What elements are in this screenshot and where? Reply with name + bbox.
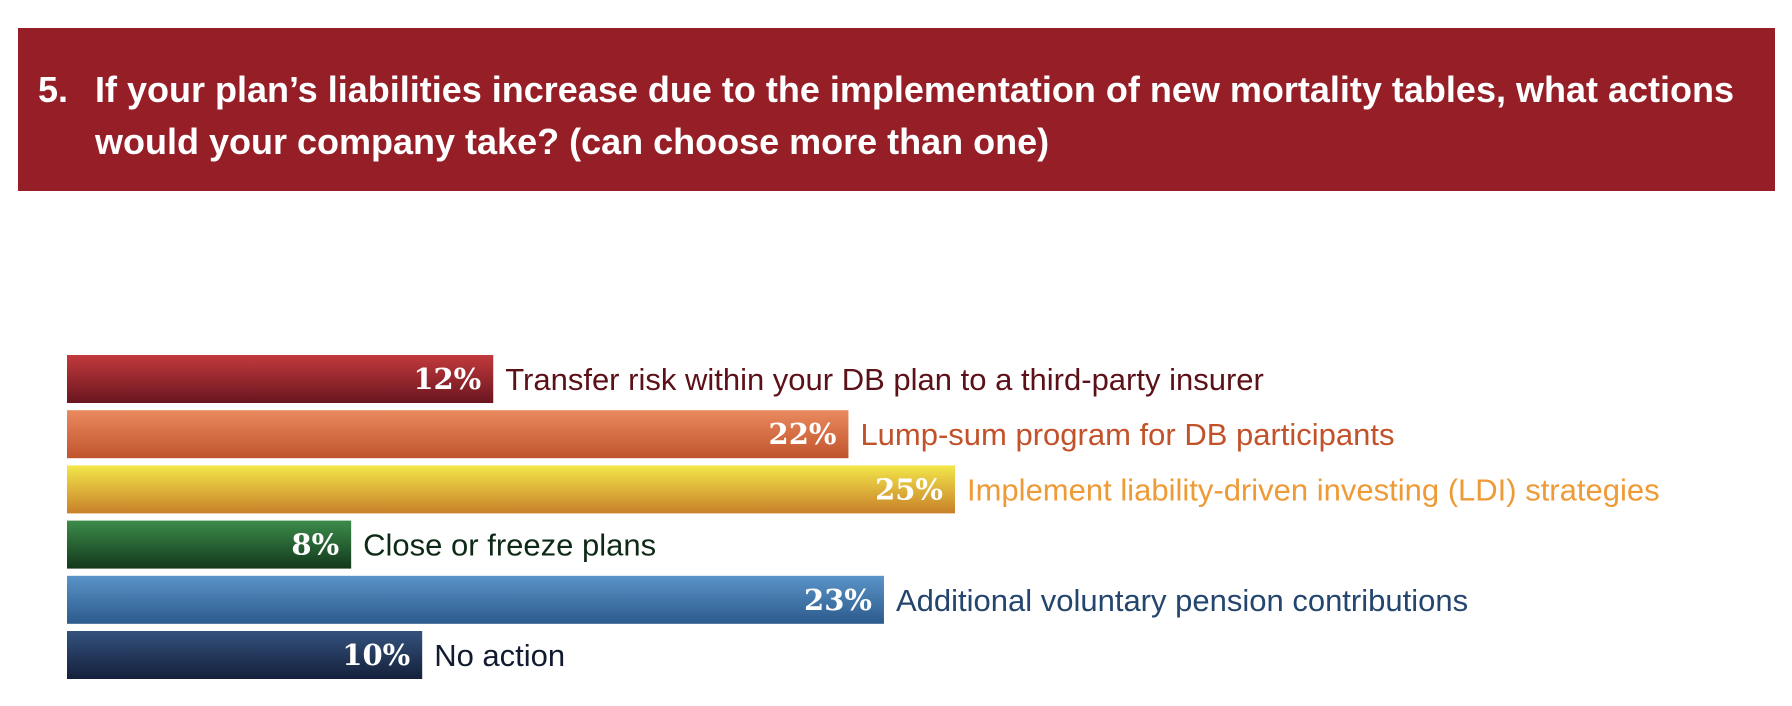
bar-0 [67,355,494,403]
bars-group: 12% Transfer risk within your DB plan to … [67,355,1660,679]
bar-value-label: 22% [769,417,837,451]
bar-value-label: 8% [291,528,339,562]
bar-1 [67,410,849,459]
bar-value-label: 10% [342,638,410,672]
question-text: If your plan’s liabilities increase due … [95,69,1735,162]
question-number: 5. [38,69,69,110]
bar-3 [67,520,352,569]
bar-category-label: Additional voluntary pension contributio… [896,583,1468,618]
bar-category-label: Close or freeze plans [363,528,656,563]
question-header: 5. If your plan’s liabilities increase d… [18,28,1775,191]
bar-5 [67,631,423,679]
bar-value-label: 12% [413,362,481,396]
bar-value-label: 23% [804,583,872,617]
bar-category-label: No action [434,638,565,673]
bar-category-label: Lump-sum program for DB participants [860,417,1394,452]
bar-value-label: 25% [875,472,943,506]
bar-category-label: Implement liability-driven investing (LD… [967,472,1660,507]
bar-category-label: Transfer risk within your DB plan to a t… [505,362,1264,397]
bar-4 [67,575,884,624]
bar-2 [67,465,955,514]
